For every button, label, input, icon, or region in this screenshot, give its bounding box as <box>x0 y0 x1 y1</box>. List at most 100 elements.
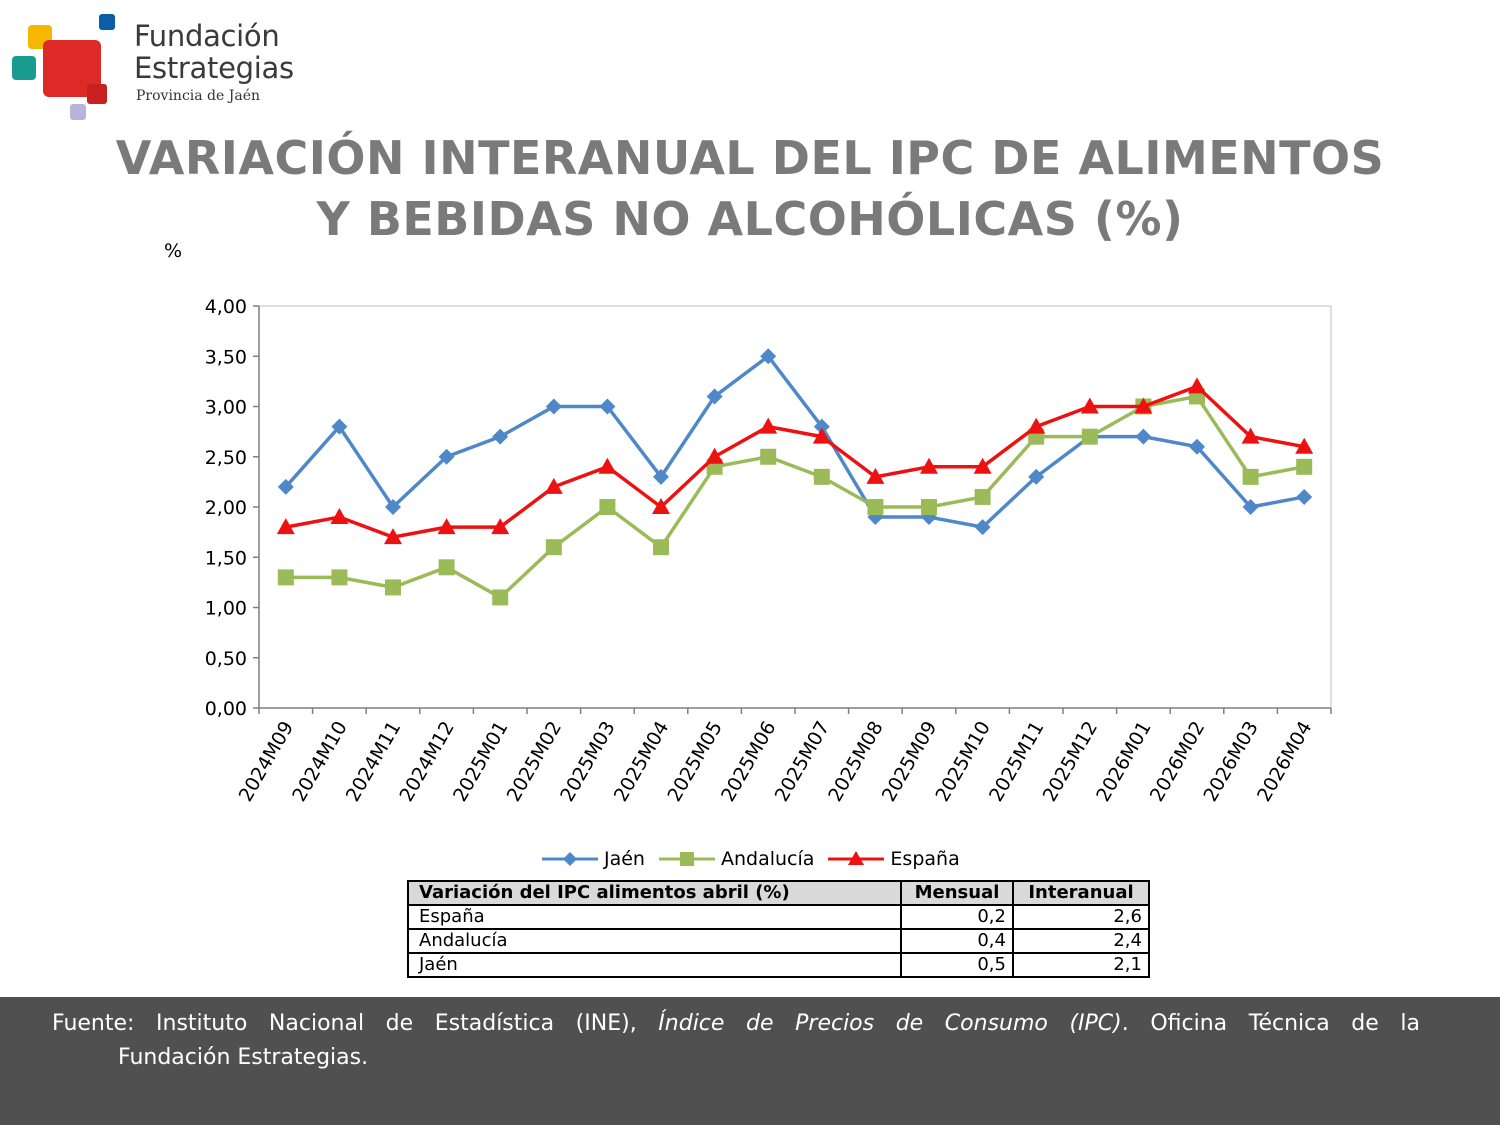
data-point <box>920 457 938 474</box>
source-prefix: Fuente: Instituto Nacional de Estadístic… <box>52 1011 659 1036</box>
data-point <box>812 427 831 444</box>
data-point <box>1188 377 1206 394</box>
data-point <box>599 398 616 415</box>
row-mensual: 0,2 <box>900 904 1014 930</box>
series-line <box>284 354 1305 529</box>
data-point <box>974 519 991 536</box>
data-point <box>276 518 295 535</box>
data-point <box>492 589 509 606</box>
y-tick-label: 0,00 <box>205 698 247 720</box>
y-tick-label: 4,00 <box>205 296 247 318</box>
logo-subtitle: Provincia de Jaén <box>136 88 261 104</box>
table-row: España 0,2 2,6 <box>407 904 1150 930</box>
data-point <box>437 518 456 535</box>
data-point <box>545 539 562 556</box>
logo-name-line1: Fundación <box>134 19 280 53</box>
data-point <box>974 488 991 505</box>
data-point <box>1080 397 1099 414</box>
data-point <box>1296 458 1313 475</box>
data-point <box>706 388 723 405</box>
legend-item-jaen: Jaén <box>540 848 645 870</box>
y-tick-label: 2,00 <box>205 497 247 519</box>
y-unit-label: % <box>164 240 183 262</box>
title-line2: Y BEBIDAS NO ALCOHÓLICAS (%) <box>316 192 1184 246</box>
data-point <box>491 518 510 535</box>
data-point <box>544 477 563 494</box>
table-row: Jaén 0,5 2,1 <box>407 952 1150 978</box>
data-point <box>866 467 885 484</box>
data-point <box>385 499 401 515</box>
source-line2: Fundación Estrategias. <box>118 1045 369 1070</box>
data-point <box>1242 499 1259 515</box>
data-point <box>384 528 402 545</box>
page-title: VARIACIÓN INTERANUAL DEL IPC DE ALIMENTO… <box>0 128 1500 250</box>
data-point <box>385 579 401 596</box>
legend-item-espana: España <box>826 848 960 870</box>
data-point <box>1296 488 1313 505</box>
row-interanual: 2,1 <box>1012 952 1150 978</box>
title-line1: VARIACIÓN INTERANUAL DEL IPC DE ALIMENTO… <box>115 131 1385 185</box>
logo-mark-icon <box>12 14 115 120</box>
data-point <box>1135 428 1152 445</box>
source-publication: Índice de Precios de Consumo (IPC) <box>658 1011 1122 1036</box>
row-label: España <box>407 904 902 930</box>
source-suffix: . Oficina Técnica de la <box>1121 1011 1420 1036</box>
data-point <box>545 398 562 415</box>
data-point <box>653 539 669 556</box>
data-point <box>921 499 937 515</box>
data-point <box>1242 468 1259 485</box>
data-point <box>813 468 830 485</box>
data-point <box>813 418 830 435</box>
x-tick-label: 2026M04 <box>1253 718 1317 806</box>
summary-table: Variación del IPC alimentos abril (%) Me… <box>407 880 1150 978</box>
legend-label-andalucia: Andalucía <box>720 848 815 870</box>
plot-area <box>258 305 1332 709</box>
data-point <box>1241 427 1260 444</box>
data-point <box>867 499 884 515</box>
data-point <box>492 428 509 445</box>
data-point <box>760 348 777 365</box>
row-interanual: 2,4 <box>1012 928 1150 954</box>
row-interanual: 2,6 <box>1012 904 1150 930</box>
legend-item-andalucia: Andalucía <box>657 848 814 870</box>
data-point <box>1134 397 1153 414</box>
y-tick-label: 3,50 <box>205 346 247 368</box>
legend-label-espana: España <box>890 848 960 870</box>
legend-diamond-icon <box>542 852 598 866</box>
data-point <box>1081 428 1098 445</box>
table-header-label: Variación del IPC alimentos abril (%) <box>407 880 902 906</box>
data-point <box>331 569 348 586</box>
data-point <box>653 468 669 485</box>
logo: Fundación Estrategias Provincia de Jaén <box>0 0 330 125</box>
data-point <box>973 457 992 474</box>
data-point <box>1295 437 1314 454</box>
row-mensual: 0,5 <box>900 952 1014 978</box>
source-footer: Fuente: Instituto Nacional de Estadístic… <box>0 997 1500 1125</box>
y-tick-label: 2,50 <box>205 447 247 469</box>
data-point <box>438 448 455 465</box>
y-tick-label: 0,50 <box>205 648 247 670</box>
legend-square-icon <box>658 852 715 866</box>
data-point <box>277 569 294 586</box>
table-row: Andalucía 0,4 2,4 <box>407 928 1150 954</box>
table-header-row: Variación del IPC alimentos abril (%) Me… <box>407 880 1150 906</box>
logo-name: Fundación Estrategias <box>134 20 294 84</box>
data-point <box>330 508 349 525</box>
data-point <box>652 498 670 514</box>
table-header-mensual: Mensual <box>900 880 1014 906</box>
data-point <box>277 478 294 495</box>
y-tick-label: 1,00 <box>205 598 247 620</box>
logo-name-line2: Estrategias <box>134 51 294 85</box>
data-point <box>438 559 455 576</box>
legend-label-jaen: Jaén <box>604 848 645 870</box>
legend-triangle-icon <box>828 851 885 865</box>
series-line <box>285 394 1305 600</box>
data-point <box>760 448 777 465</box>
row-label: Jaén <box>407 952 902 978</box>
row-mensual: 0,4 <box>900 928 1014 954</box>
data-point <box>705 447 724 464</box>
chart-legend: Jaén Andalucía España <box>540 844 972 874</box>
data-point <box>331 418 348 435</box>
data-point <box>1189 438 1205 455</box>
data-point <box>599 499 616 515</box>
